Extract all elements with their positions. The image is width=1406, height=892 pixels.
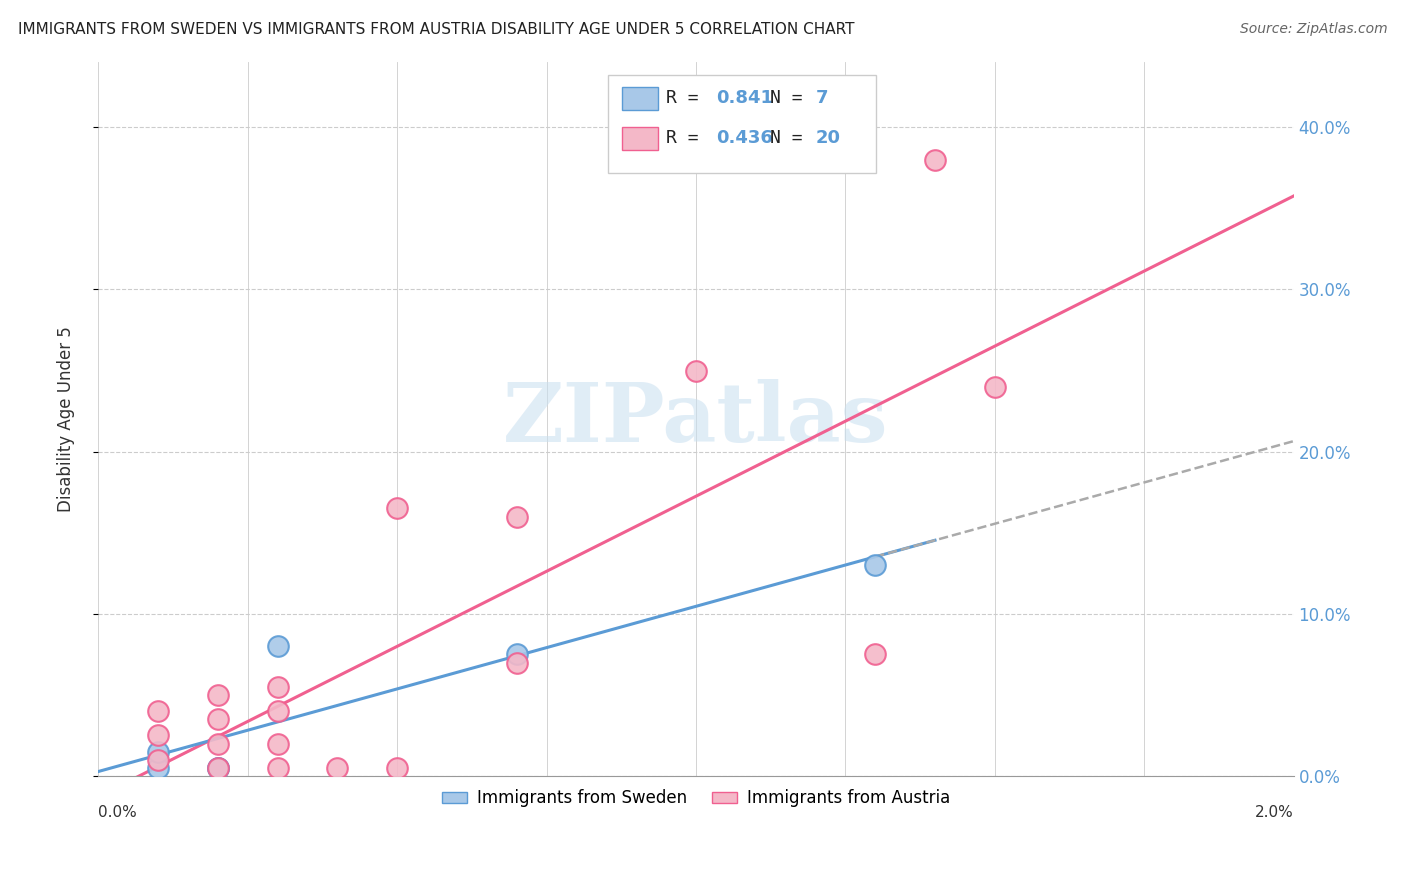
Point xyxy=(685,363,707,377)
Text: Source: ZipAtlas.com: Source: ZipAtlas.com xyxy=(1240,22,1388,37)
Point xyxy=(506,656,529,670)
Point xyxy=(865,648,887,662)
Point xyxy=(267,680,290,694)
Point xyxy=(984,380,1007,394)
Point xyxy=(506,648,529,662)
Point xyxy=(506,509,529,524)
Point xyxy=(865,558,887,573)
Text: 0.436: 0.436 xyxy=(716,129,773,147)
FancyBboxPatch shape xyxy=(607,75,876,173)
Point xyxy=(148,761,170,775)
Text: R =: R = xyxy=(666,89,710,107)
Point xyxy=(207,761,229,775)
Point xyxy=(148,745,170,759)
Text: 7: 7 xyxy=(815,89,828,107)
Point xyxy=(148,753,170,767)
Point xyxy=(207,712,229,726)
Text: 20: 20 xyxy=(815,129,841,147)
Text: 2.0%: 2.0% xyxy=(1254,805,1294,820)
Point xyxy=(207,688,229,702)
Point xyxy=(267,704,290,718)
Point xyxy=(326,761,349,775)
Point xyxy=(148,729,170,743)
Point xyxy=(148,704,170,718)
Point xyxy=(385,501,409,516)
Point xyxy=(267,737,290,751)
Text: N =: N = xyxy=(770,129,814,147)
Text: R =: R = xyxy=(666,129,710,147)
Text: IMMIGRANTS FROM SWEDEN VS IMMIGRANTS FROM AUSTRIA DISABILITY AGE UNDER 5 CORRELA: IMMIGRANTS FROM SWEDEN VS IMMIGRANTS FRO… xyxy=(18,22,855,37)
Text: 0.0%: 0.0% xyxy=(98,805,138,820)
Text: ZIPatlas: ZIPatlas xyxy=(503,379,889,459)
Point xyxy=(207,737,229,751)
Text: 0.841: 0.841 xyxy=(716,89,773,107)
Point xyxy=(267,761,290,775)
Y-axis label: Disability Age Under 5: Disability Age Under 5 xyxy=(56,326,75,512)
Text: N =: N = xyxy=(770,89,814,107)
Point xyxy=(207,761,229,775)
Point xyxy=(924,153,946,167)
FancyBboxPatch shape xyxy=(621,87,658,111)
Point xyxy=(207,761,229,775)
FancyBboxPatch shape xyxy=(621,128,658,150)
Legend: Immigrants from Sweden, Immigrants from Austria: Immigrants from Sweden, Immigrants from … xyxy=(434,783,957,814)
Point xyxy=(267,640,290,654)
Point xyxy=(385,761,409,775)
